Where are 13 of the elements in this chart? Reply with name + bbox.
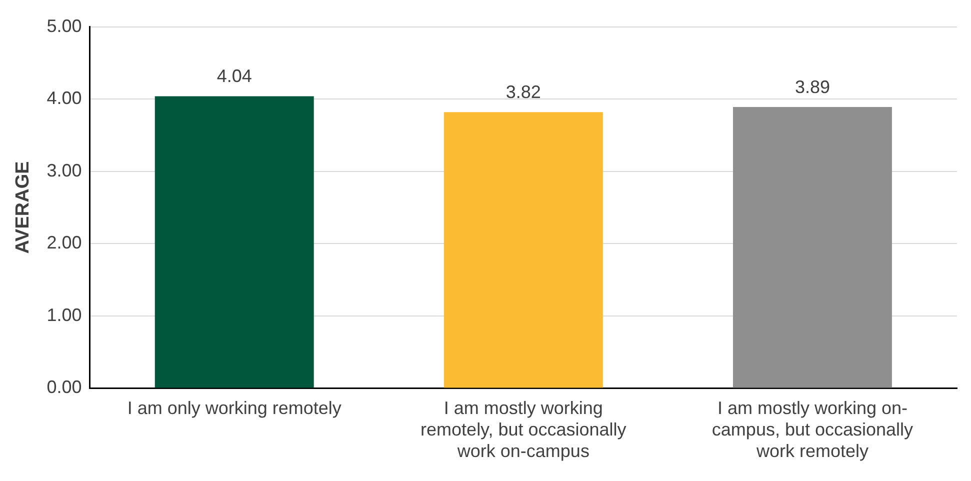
data-label: 3.82 [506, 82, 541, 102]
y-tick-label: 3.00 [46, 160, 82, 180]
y-tick-label: 1.00 [46, 304, 82, 325]
y-tick-label: 2.00 [46, 232, 82, 253]
y-tick-label: 5.00 [46, 16, 82, 36]
data-label: 3.89 [794, 77, 830, 97]
y-axis-title: AVERAGE [12, 161, 34, 254]
y-tick-label: 0.00 [46, 377, 82, 398]
x-tick-label: I am only working remotely [127, 398, 342, 418]
data-label: 4.04 [216, 66, 252, 86]
x-tick-label: I am mostly working remotely, but occasionally work on-campus [420, 398, 626, 462]
x-tick-label: I am mostly working on-campus, but occasionally work remotely [712, 398, 914, 462]
y-tick-label: 4.00 [46, 88, 82, 108]
